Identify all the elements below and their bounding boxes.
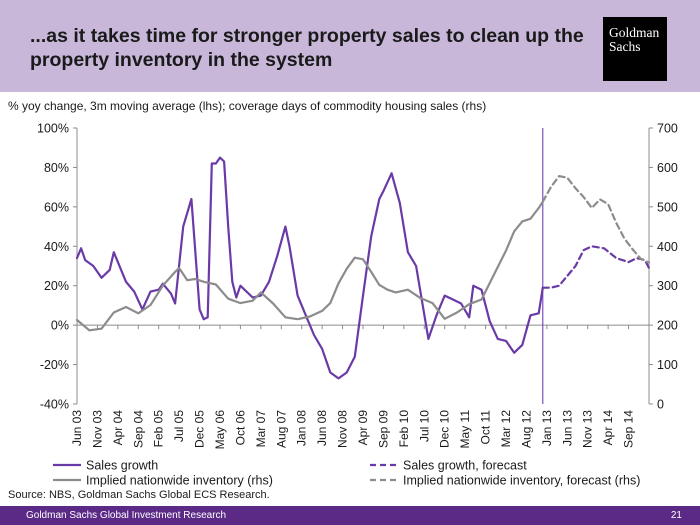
x-tick-label: Mar 07 [254,410,268,448]
chart-subtitle: % yoy change, 3m moving average (lhs); c… [8,99,487,113]
x-tick-label: Oct 11 [479,410,493,445]
right-tick-label: 0 [657,398,664,412]
x-tick-label: Feb 10 [397,410,411,448]
x-tick-label: Apr 09 [356,410,370,446]
x-tick-label: Sep 04 [131,410,145,448]
right-tick-label: 400 [657,240,678,254]
x-tick-label: Nov 13 [581,410,595,448]
right-tick-label: 300 [657,279,678,293]
x-tick-label: Sep 09 [376,410,390,448]
x-tick-label: Nov 08 [336,410,350,448]
left-tick-label: 20% [44,279,69,293]
x-tick-label: Oct 06 [233,410,247,446]
x-tick-label: Aug 07 [274,410,288,448]
x-tick-label: Jun 03 [70,410,84,446]
left-tick-label: 0% [51,319,69,333]
goldman-sachs-logo: Goldman Sachs [603,17,667,81]
right-tick-label: 500 [657,200,678,214]
header-banner: ...as it takes time for stronger propert… [0,0,700,92]
legend-label-4: Implied nationwide inventory, forecast (… [403,474,640,488]
x-tick-label: Mar 12 [499,410,513,448]
x-tick-label: May 11 [458,410,472,449]
left-tick-label: 100% [37,122,69,136]
right-tick-label: 600 [657,161,678,175]
x-tick-label: May 06 [213,410,227,450]
x-tick-label: Feb 05 [152,410,166,448]
legend-label-3: Implied nationwide inventory (rhs) [86,474,273,488]
x-tick-label: Jun 13 [560,410,574,446]
page-number: 21 [670,510,682,521]
series-line-3 [75,200,544,332]
right-tick-label: 700 [657,122,678,136]
x-tick-label: Sep 14 [622,410,636,448]
series-line-4 [541,174,651,264]
x-tick-label: Jul 05 [172,410,186,442]
line-chart: -40% -20% 0% 20% 40% 60% 80% 100% 0 100 200 300 400 5… [37,122,678,488]
x-tick-label: Jul 10 [417,410,431,442]
logo-line-1: Goldman [609,25,660,40]
x-tick-label: Jun 08 [315,410,329,446]
left-tick-label: 40% [44,240,69,254]
page-title: ...as it takes time for stronger propert… [30,25,584,71]
legend-label-2: Sales growth, forecast [403,459,527,473]
source-note: Source: NBS, Goldman Sachs Global ECS Re… [8,489,270,501]
x-tick-label: Apr 04 [111,410,125,446]
x-tick-label: Dec 10 [438,410,452,448]
left-tick-label: -20% [40,358,69,372]
x-tick-label: Jan 08 [295,410,309,446]
left-tick-label: 80% [44,161,69,175]
left-tick-label: -40% [40,398,69,412]
footer-org: Goldman Sachs Global Investment Research [26,510,227,521]
x-tick-label: Aug 12 [519,410,533,448]
right-tick-label: 100 [657,358,678,372]
x-tick-label: Dec 05 [193,410,207,448]
x-tick-label: Apr 14 [601,410,615,446]
footer-bar: Goldman Sachs Global Investment Research… [0,506,700,525]
series-line-2 [541,245,651,289]
x-tick-label: Nov 03 [90,410,104,448]
left-tick-label: 60% [44,200,69,214]
logo-line-2: Sachs [609,39,641,54]
x-tick-label: Jan 13 [540,410,554,446]
legend-label-1: Sales growth [86,459,158,473]
series-line-1 [75,156,544,380]
right-tick-label: 200 [657,319,678,333]
